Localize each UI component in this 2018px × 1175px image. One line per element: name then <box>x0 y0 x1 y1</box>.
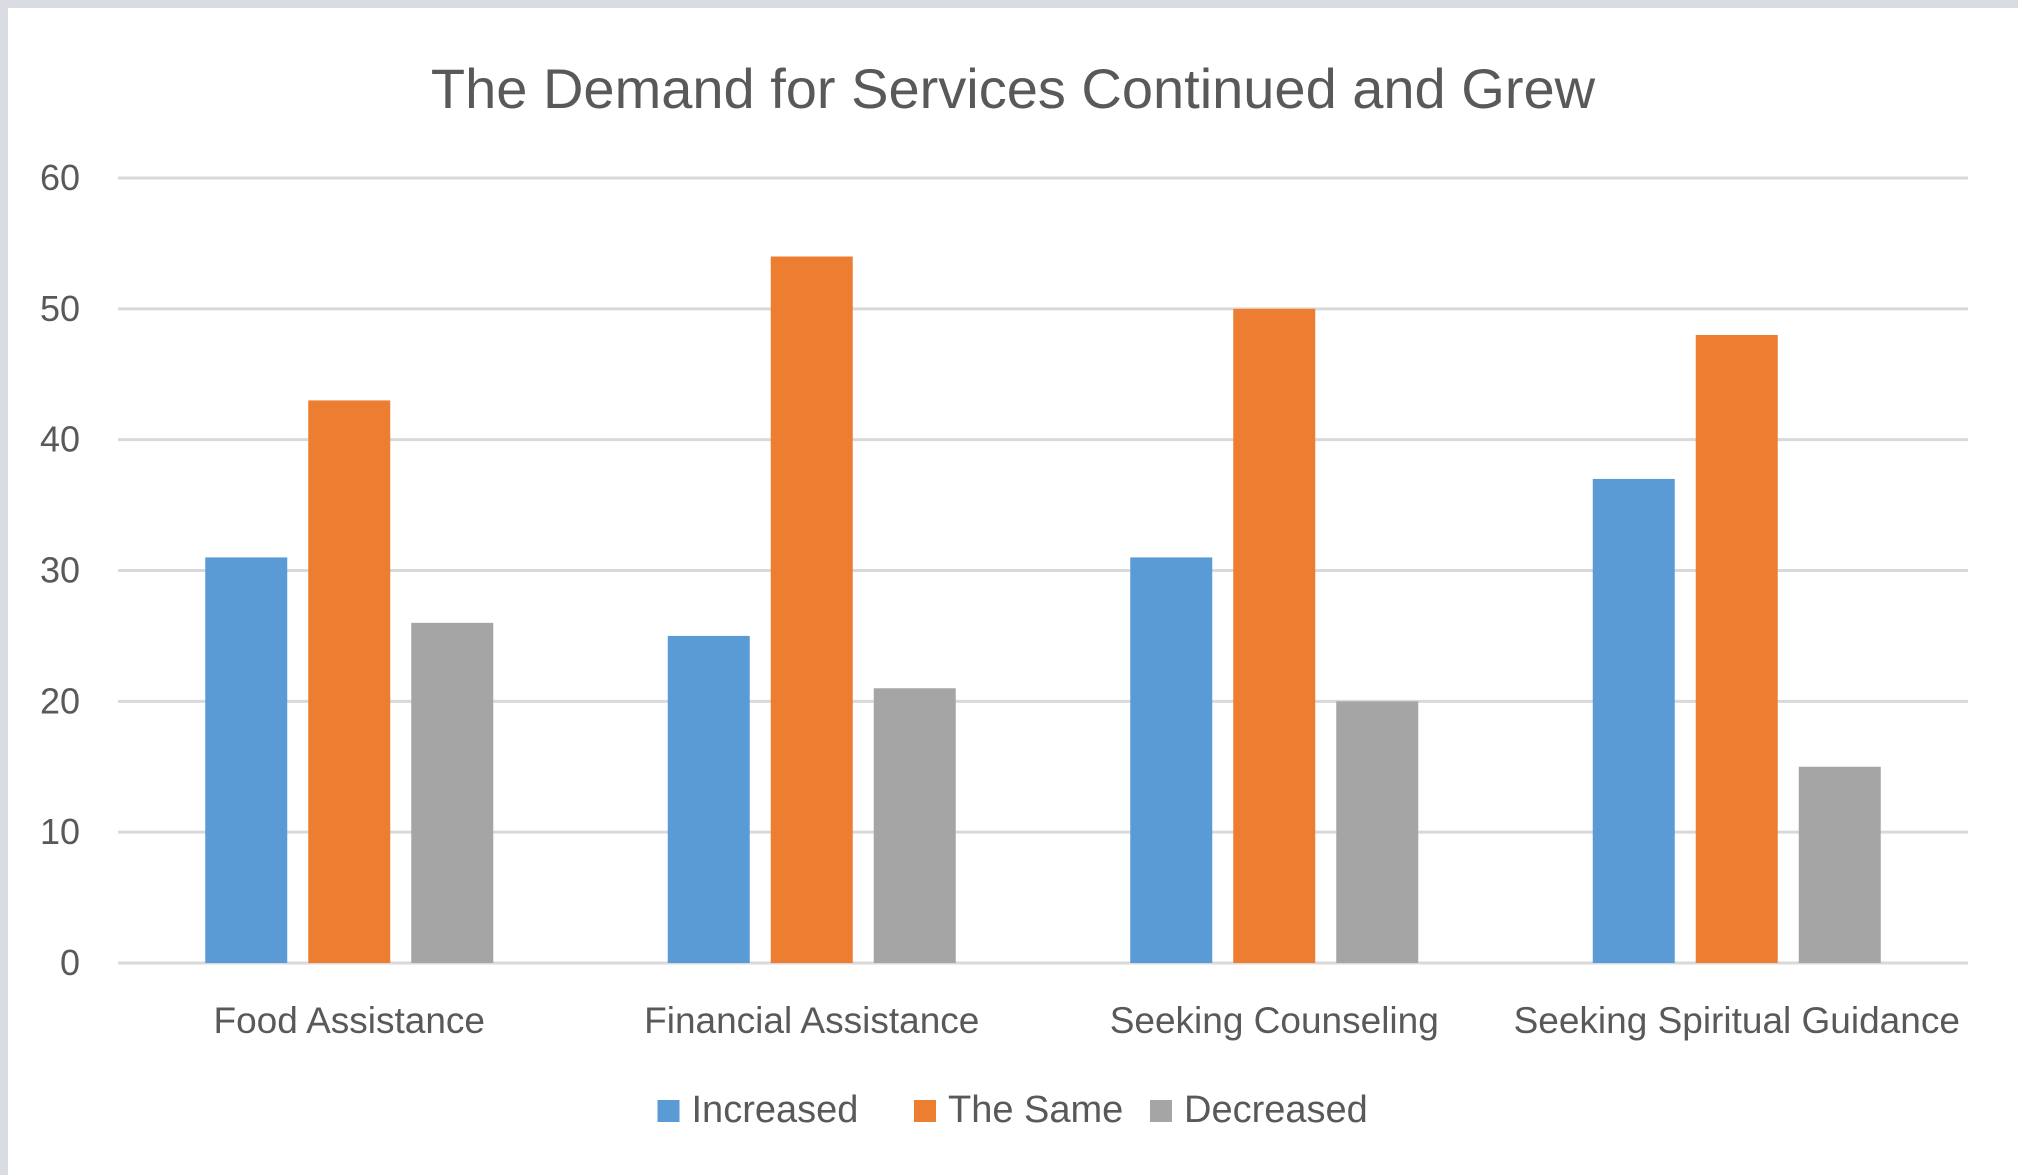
x-category-label: Food Assistance <box>214 1000 485 1041</box>
bar-the-same-0 <box>308 400 391 964</box>
bar-decreased-3 <box>1798 766 1881 963</box>
y-tick-label: 40 <box>40 419 80 460</box>
x-category-label: Seeking Spiritual Guidance <box>1514 1000 1960 1041</box>
bar-decreased-1 <box>873 688 956 963</box>
bar-decreased-0 <box>411 622 494 963</box>
chart-frame: The Demand for Services Continued and Gr… <box>8 8 2018 1175</box>
legend-label: The Same <box>948 1089 1123 1131</box>
y-tick-label: 0 <box>60 942 80 983</box>
y-tick-label: 20 <box>40 680 80 721</box>
legend-swatch-decreased <box>1150 1100 1172 1122</box>
bar-increased-0 <box>205 557 288 963</box>
legend-swatch-the-same <box>914 1100 936 1122</box>
legend-swatch-increased <box>657 1100 680 1122</box>
bar-increased-2 <box>1130 557 1213 963</box>
gridlines <box>118 176 1968 965</box>
bar-the-same-1 <box>770 256 853 963</box>
y-axis-ticks: 0 10 20 30 40 50 60 <box>40 157 80 983</box>
bar-the-same-3 <box>1695 335 1778 963</box>
y-tick-label: 10 <box>40 811 80 852</box>
x-category-label: Financial Assistance <box>644 1000 979 1041</box>
bar-chart: The Demand for Services Continued and Gr… <box>40 57 1968 1131</box>
legend: Increased The Same Decreased <box>657 1089 1368 1131</box>
y-tick-label: 60 <box>40 157 80 198</box>
y-tick-label: 50 <box>40 288 80 329</box>
x-category-label: Seeking Counseling <box>1110 1000 1439 1041</box>
x-axis-labels: Food Assistance Financial Assistance Seeki… <box>214 1000 1960 1041</box>
chart-title: The Demand for Services Continued and Gr… <box>431 57 1596 120</box>
bar-the-same-2 <box>1233 308 1316 963</box>
y-tick-label: 30 <box>40 550 80 591</box>
bars <box>205 256 1881 964</box>
bar-increased-3 <box>1592 478 1675 963</box>
bar-decreased-2 <box>1336 701 1419 963</box>
legend-label: Increased <box>692 1089 859 1131</box>
legend-label: Decreased <box>1184 1089 1368 1131</box>
bar-increased-1 <box>667 635 750 963</box>
